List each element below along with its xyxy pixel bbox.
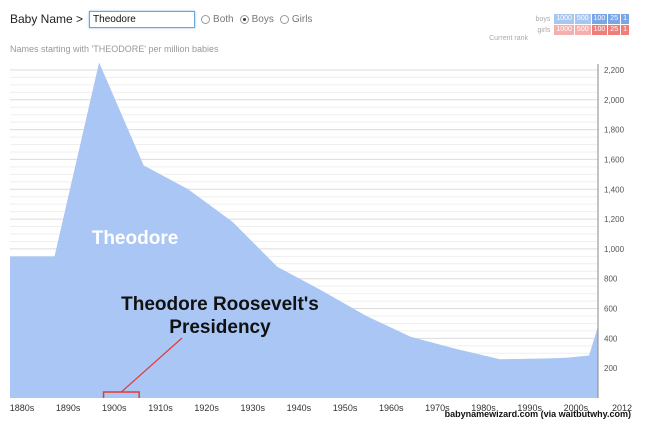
annotation-line1: Theodore Roosevelt's: [121, 294, 319, 315]
radio-both[interactable]: Both: [201, 14, 234, 25]
girls-rank-100[interactable]: 100: [591, 25, 608, 35]
y-tick-label: 1,000: [604, 245, 625, 254]
y-tick-label: 1,200: [604, 215, 625, 224]
annotation-pointer: [120, 337, 183, 393]
series-area-theodore: [10, 62, 598, 398]
x-tick-label: 2000s: [564, 403, 589, 413]
boys-rank-100[interactable]: 100: [591, 14, 608, 24]
y-tick-label: 600: [604, 305, 618, 314]
girls-rank-500[interactable]: 500: [574, 25, 591, 35]
radio-both-icon[interactable]: [201, 14, 211, 24]
source-credit: babynamewizard.com (via waitbutwhy.com): [444, 409, 631, 419]
x-tick-label: 1970s: [425, 403, 450, 413]
boys-rank-label: boys: [535, 15, 551, 23]
y-tick-label: 1,800: [604, 126, 625, 135]
annotation-bracket: [102, 391, 140, 398]
y-tick-label: 1,600: [604, 155, 625, 164]
y-tick-label: 1,400: [604, 185, 625, 194]
x-tick-label: 1890s: [56, 403, 81, 413]
radio-girls-label: Girls: [291, 13, 313, 25]
x-tick-label: 2012: [612, 403, 632, 413]
x-tick-label: 1990s: [517, 403, 542, 413]
name-search-bar: Baby Name > Both Boys Girls: [10, 10, 312, 28]
boys-rank-1[interactable]: 1: [621, 14, 629, 24]
series-label: Theodore: [92, 228, 179, 249]
x-tick-label: 1960s: [379, 403, 404, 413]
radio-boys-icon[interactable]: [239, 14, 249, 24]
rank-legend: boys 1000 500 100 25 1 girls 1000 500 10…: [536, 14, 629, 36]
x-tick-label: 1980s: [471, 403, 496, 413]
y-tick-label: 2,000: [604, 96, 625, 105]
radio-girls[interactable]: Girls: [279, 13, 313, 25]
radio-girls-icon[interactable]: [279, 14, 289, 24]
x-tick-label: 1920s: [194, 403, 219, 413]
boys-rank-row: boys 1000 500 100 25 1: [536, 14, 629, 24]
baby-name-label: Baby Name >: [10, 12, 84, 26]
annotation-line2: Presidency: [169, 317, 271, 338]
girls-rank-label: girls: [537, 26, 551, 34]
y-tick-labels: 200 400 600 800 1,000 1,200 1,400 1,600 1,800 2,0…: [604, 66, 625, 373]
boys-rank-500[interactable]: 500: [574, 14, 591, 24]
x-tick-label: 1930s: [241, 403, 266, 413]
girls-rank-25[interactable]: 25: [608, 25, 621, 35]
chart-subtitle: Names starting with 'THEODORE' per milli…: [10, 44, 219, 54]
name-search-input[interactable]: [89, 10, 196, 28]
girls-rank-1[interactable]: 1: [621, 25, 629, 35]
girls-rank-1000[interactable]: 1000: [554, 25, 574, 35]
radio-boys-label: Boys: [251, 13, 274, 25]
y-tick-label: 200: [604, 364, 618, 373]
radio-both-label: Both: [213, 13, 234, 25]
radio-boys[interactable]: Boys: [239, 13, 274, 25]
x-tick-labels: 1880s 1890s 1900s 1910s 1920s 1930s 1940s 1950s…: [10, 403, 632, 413]
boys-rank-1000[interactable]: 1000: [554, 14, 574, 24]
x-tick-label: 1900s: [102, 403, 127, 413]
current-rank-label: Current rank: [489, 35, 528, 42]
y-tick-label: 2,200: [604, 66, 625, 75]
y-tick-label: 800: [604, 275, 618, 284]
x-tick-label: 1940s: [287, 403, 312, 413]
x-tick-label: 1880s: [10, 403, 35, 413]
x-tick-label: 1910s: [148, 403, 173, 413]
boys-rank-25[interactable]: 25: [608, 14, 621, 24]
girls-rank-row: girls 1000 500 100 25 1: [536, 25, 629, 35]
x-tick-label: 1950s: [333, 403, 358, 413]
y-tick-label: 400: [604, 334, 618, 343]
